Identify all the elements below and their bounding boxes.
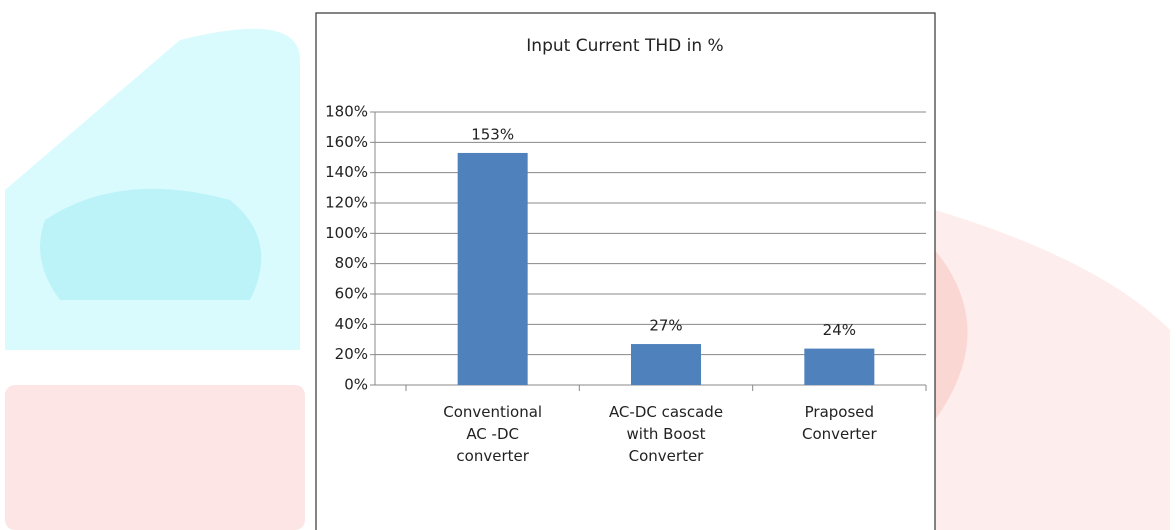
x-tick-label: Praposed Converter — [801, 403, 877, 443]
y-tick-label: 180% — [325, 103, 368, 121]
bar — [631, 344, 701, 385]
data-label: 24% — [823, 321, 856, 339]
bar — [457, 152, 528, 385]
y-tick-label: 120% — [325, 194, 368, 212]
y-tick-label: 60% — [335, 285, 368, 303]
data-label: 153% — [471, 125, 514, 143]
y-tick-label: 140% — [325, 163, 368, 181]
chart-frame — [315, 12, 936, 530]
y-tick-label: 20% — [335, 345, 368, 363]
data-label: 27% — [649, 317, 682, 335]
y-tick-label: 100% — [325, 224, 368, 242]
chart-title: Input Current THD in % — [526, 36, 723, 56]
y-tick-label: 80% — [335, 254, 368, 272]
y-tick-label: 0% — [344, 376, 368, 394]
bar — [804, 348, 875, 385]
watermark — [5, 28, 1170, 530]
y-tick-label: 40% — [335, 315, 368, 333]
y-tick-label: 160% — [325, 133, 368, 151]
x-tick-label: AC-DC cascade with Boost Converter — [608, 403, 724, 465]
x-tick-label: Conventional AC -DC converter — [443, 403, 543, 465]
